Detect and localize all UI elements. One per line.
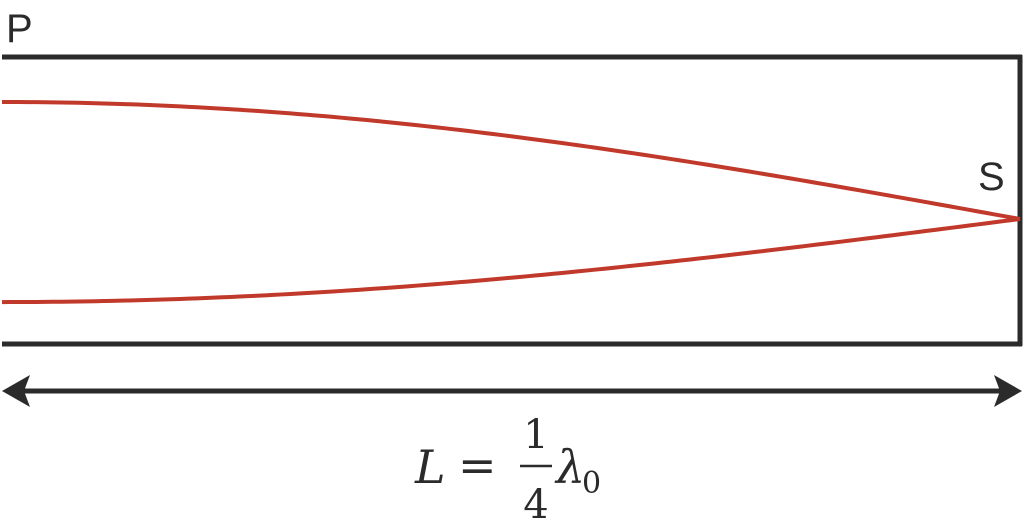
- arrowhead-left: [2, 375, 30, 407]
- formula-equals: =: [458, 438, 497, 492]
- standing-wave: [1, 100, 1021, 305]
- wave-envelope-lower: [1, 217, 1021, 305]
- formula-lambda: λ: [554, 440, 585, 494]
- formula-subscript: 0: [582, 466, 601, 501]
- wave-envelope-upper: [1, 100, 1021, 221]
- closed-end-label: S: [978, 155, 1005, 199]
- open-end-label: P: [6, 7, 33, 51]
- formula-numerator: 1: [523, 412, 548, 458]
- formula-variable: L: [414, 440, 446, 494]
- arrowhead-right: [994, 375, 1022, 407]
- formula-denominator: 4: [523, 482, 548, 521]
- tube: [2, 54, 1023, 347]
- length-formula: L = 1 4 λ 0: [414, 412, 601, 521]
- length-dimension-arrow: [2, 375, 1022, 407]
